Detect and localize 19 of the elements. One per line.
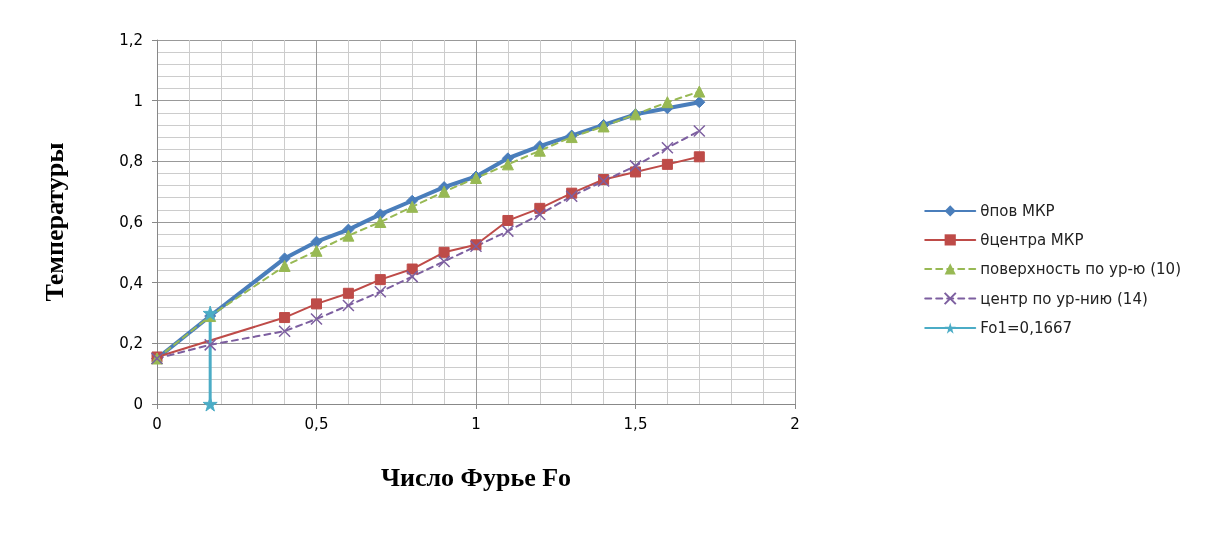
y-tick-label: 0,2 [119,334,143,353]
x-tick-label: 1 [471,414,481,433]
y-tick-label: 0,6 [119,213,143,231]
legend-label: центр по ур-нию (14) [980,289,1148,308]
x-tick-label: 2 [790,414,800,433]
y-tick-label: 0 [133,395,143,413]
y-axis-title: Температуры [39,142,69,302]
x-axis-title: Число Фурье Fo [380,462,572,492]
y-tick-label: 0,4 [119,273,143,292]
y-tick-label: 1 [133,91,143,110]
legend-label: θцентра МКР [980,230,1084,249]
x-tick-label: 1,5 [623,414,648,433]
x-tick-label: 0,5 [304,414,329,433]
legend-label: Fo1=0,1667 [980,319,1073,338]
legend-label: θпов МКР [980,201,1055,220]
y-tick-label: 0,8 [119,152,143,171]
x-tick-label: 0 [152,414,162,433]
y-tick-label: 1,2 [119,31,143,49]
legend-label: поверхность по ур-ю (10) [980,259,1181,278]
